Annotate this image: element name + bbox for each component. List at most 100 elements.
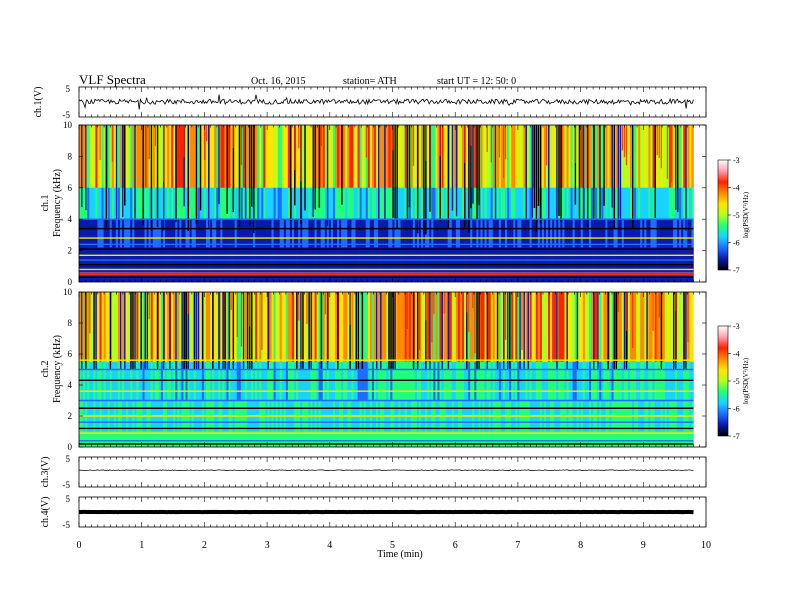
spectrogram-cell bbox=[130, 125, 133, 188]
spectrogram-cell bbox=[335, 431, 338, 447]
spectrogram-cell bbox=[634, 431, 637, 447]
spectrogram-cell bbox=[296, 431, 299, 447]
x-tick-label: 2 bbox=[202, 540, 207, 551]
spectrogram-cell bbox=[455, 219, 459, 248]
spectrogram-cell bbox=[111, 431, 115, 447]
spectrogram-cell bbox=[396, 431, 399, 447]
spectrogram-cell bbox=[83, 187, 86, 220]
spectrogram-cell bbox=[87, 431, 90, 447]
spectrogram-cell bbox=[132, 219, 135, 248]
spectrogram-cell bbox=[578, 219, 582, 248]
spectrogram-cell bbox=[539, 219, 543, 248]
spectrogram-cell bbox=[406, 431, 410, 447]
spectrogram-cell bbox=[115, 292, 119, 362]
spectrogram-cell bbox=[509, 125, 512, 188]
colorbar-tick-label: -3 bbox=[733, 322, 740, 331]
spectrogram-cell bbox=[566, 431, 569, 447]
spectrogram-cell bbox=[390, 361, 393, 401]
spectrogram-cell bbox=[275, 431, 278, 447]
spectrogram-cell bbox=[574, 219, 578, 248]
spectrogram-cell bbox=[476, 361, 479, 401]
spectrogram-cell bbox=[148, 187, 151, 220]
spectrogram-cell bbox=[451, 361, 455, 401]
spectrogram-cell bbox=[119, 219, 123, 248]
spectrogram-cell bbox=[488, 361, 491, 401]
spectrogram-cell bbox=[257, 125, 260, 188]
spectrogram-cell bbox=[146, 187, 149, 220]
spectrogram-cell bbox=[302, 219, 305, 248]
spectrogram-cell bbox=[173, 125, 176, 188]
spectrogram-cell bbox=[632, 361, 635, 401]
spectrogram-cell bbox=[253, 292, 256, 362]
spectrogram-cell bbox=[126, 292, 129, 362]
spectrogram-spike bbox=[246, 292, 249, 370]
spectrogram-cell bbox=[306, 219, 309, 248]
spectrogram-streak bbox=[205, 125, 208, 142]
spectrogram-cell bbox=[625, 431, 629, 447]
spectrogram-cell bbox=[679, 431, 682, 447]
spectrogram-cell bbox=[292, 187, 295, 220]
spectrogram-cell bbox=[226, 431, 229, 447]
spectrogram-cell bbox=[650, 187, 653, 220]
spectrogram-streak bbox=[472, 292, 474, 309]
spectrogram-cell bbox=[310, 431, 313, 447]
spectrogram-cell bbox=[492, 187, 496, 220]
spectrogram-cell bbox=[484, 125, 487, 188]
spectrogram-cell bbox=[441, 125, 444, 188]
spectrogram-cell bbox=[482, 361, 485, 401]
spectrogram-cell bbox=[386, 187, 389, 220]
spectrogram-spike bbox=[646, 292, 648, 370]
spectrogram-cell bbox=[187, 219, 190, 248]
spectrogram-spike bbox=[156, 292, 159, 370]
spectrogram-cell bbox=[500, 219, 504, 248]
spectrogram-cell bbox=[281, 187, 285, 220]
spectrogram-cell bbox=[533, 431, 537, 447]
spectrogram-cell bbox=[498, 219, 502, 248]
spectrogram-cell bbox=[580, 292, 584, 362]
spectrogram-streak bbox=[148, 125, 150, 160]
spectrogram-cell bbox=[414, 292, 418, 362]
spectrogram-cell bbox=[341, 292, 344, 362]
spectrogram-cell bbox=[466, 361, 469, 401]
spectrogram-spike bbox=[81, 292, 83, 370]
spectrogram-cell bbox=[371, 187, 375, 220]
spectrogram-cell bbox=[177, 292, 180, 362]
spectrogram-cell bbox=[591, 219, 594, 248]
spectrogram-cell bbox=[658, 431, 661, 447]
spectrogram-cell bbox=[566, 187, 569, 220]
spectrogram-streak bbox=[232, 125, 234, 149]
spectrogram-cell bbox=[554, 431, 557, 447]
spectrogram-cell bbox=[300, 361, 303, 401]
spectrogram-cell bbox=[597, 125, 600, 188]
spectrogram-cell bbox=[289, 361, 293, 401]
spectrogram-spike bbox=[124, 292, 126, 370]
spectrogram-cell bbox=[304, 361, 307, 401]
spectrogram-cell bbox=[93, 361, 96, 401]
spectrogram-cell bbox=[363, 361, 367, 401]
spectrogram-cell bbox=[638, 361, 641, 401]
spectrogram-cell bbox=[117, 187, 121, 220]
spectrogram-cell bbox=[332, 219, 336, 248]
spectrogram-cell bbox=[513, 292, 516, 362]
spectrogram-cell bbox=[472, 361, 475, 401]
spectrogram-cell bbox=[271, 431, 274, 447]
spectrogram-cell bbox=[97, 219, 100, 248]
colorbar-tick-label: -3 bbox=[733, 156, 740, 165]
spectrogram-cell bbox=[515, 125, 518, 188]
spectrogram-cell bbox=[93, 125, 96, 188]
spectrogram-cell bbox=[351, 187, 354, 220]
spectrogram-cell bbox=[543, 431, 547, 447]
spectrogram-streak bbox=[230, 292, 232, 310]
spectrogram-cell bbox=[599, 292, 602, 362]
spectrogram-cell bbox=[394, 219, 397, 248]
spectrogram-cell bbox=[386, 431, 389, 447]
spectrogram-cell bbox=[576, 431, 580, 447]
spectrogram-cell bbox=[197, 431, 201, 447]
colorbar-scale bbox=[717, 325, 729, 437]
spectrogram-cell bbox=[443, 361, 446, 401]
spectrogram-spike bbox=[93, 292, 95, 370]
spectrogram-cell bbox=[328, 431, 332, 447]
spectrogram-cell bbox=[545, 292, 549, 362]
spectrogram-cell bbox=[580, 431, 584, 447]
